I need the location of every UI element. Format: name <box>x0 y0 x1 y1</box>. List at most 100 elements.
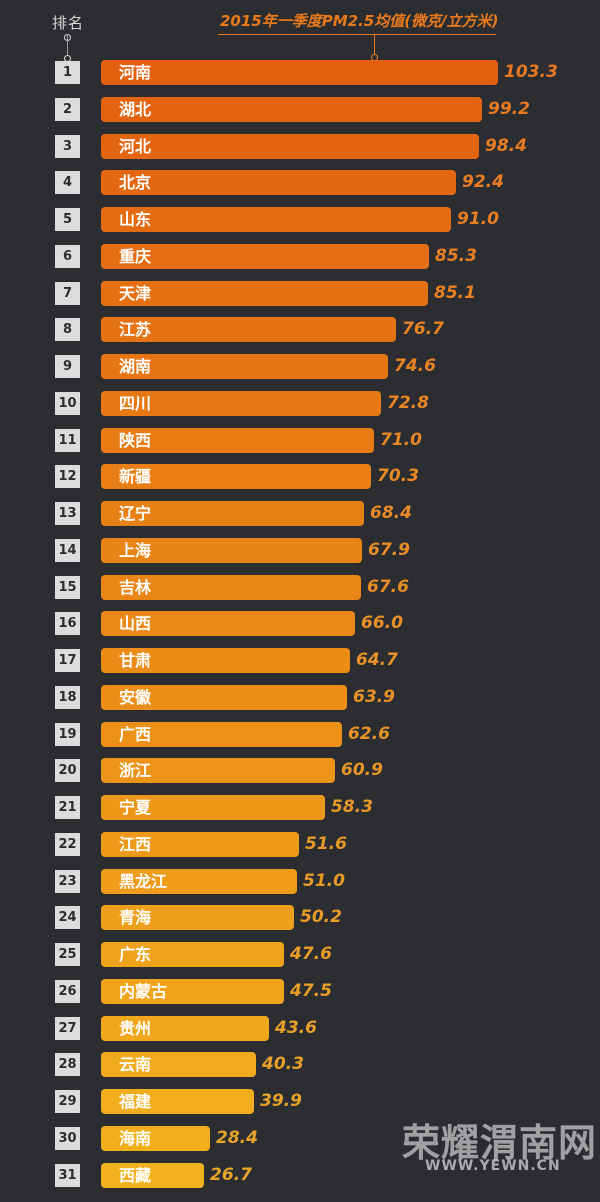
province-label: 宁夏 <box>119 798 152 817</box>
bar <box>101 869 297 894</box>
province-label: 广东 <box>119 945 152 964</box>
rank-number: 28 <box>55 1053 80 1076</box>
rank-number: 1 <box>55 61 80 84</box>
province-label: 青海 <box>119 908 152 927</box>
bar <box>101 611 355 636</box>
bar <box>101 207 451 232</box>
value-label: 66.0 <box>361 613 403 633</box>
value-label: 98.4 <box>485 136 527 156</box>
rank-number: 27 <box>55 1017 80 1040</box>
bar <box>101 1126 210 1151</box>
value-label: 60.9 <box>341 760 383 780</box>
rank-number: 7 <box>55 282 80 305</box>
chart-title: 2015年一季度PM2.5均值(微克/立方米) <box>220 12 499 30</box>
bar <box>101 905 294 930</box>
value-label: 47.5 <box>290 981 332 1001</box>
value-label: 47.6 <box>290 944 332 964</box>
rank-number: 15 <box>55 576 80 599</box>
rank-number: 23 <box>55 870 80 893</box>
value-label: 68.4 <box>370 503 412 523</box>
bar <box>101 1016 269 1041</box>
bar <box>101 317 396 342</box>
province-label: 内蒙古 <box>119 982 168 1001</box>
value-label: 74.6 <box>394 356 436 376</box>
province-label: 天津 <box>119 284 152 303</box>
rank-number: 13 <box>55 502 80 525</box>
bar <box>101 722 342 747</box>
value-label: 72.8 <box>387 393 429 413</box>
province-label: 北京 <box>119 173 152 192</box>
bar <box>101 538 362 563</box>
value-label: 76.7 <box>402 319 444 339</box>
rank-number: 2 <box>55 98 80 121</box>
bar <box>101 354 388 379</box>
bar <box>101 648 350 673</box>
rank-number: 10 <box>55 392 80 415</box>
province-label: 江苏 <box>119 320 152 339</box>
province-label: 山东 <box>119 210 152 229</box>
province-label: 河南 <box>119 63 152 82</box>
value-label: 62.6 <box>348 724 390 744</box>
province-label: 新疆 <box>119 467 152 486</box>
rank-number: 26 <box>55 980 80 1003</box>
province-label: 甘肃 <box>119 651 152 670</box>
bar <box>101 758 335 783</box>
rank-number: 20 <box>55 759 80 782</box>
bar <box>101 942 284 967</box>
rank-number: 29 <box>55 1090 80 1113</box>
rank-number: 9 <box>55 355 80 378</box>
province-label: 湖南 <box>119 357 152 376</box>
province-label: 贵州 <box>119 1019 152 1038</box>
bar <box>101 170 456 195</box>
watermark-url: WWW.YEWN.CN <box>425 1158 561 1174</box>
value-label: 92.4 <box>462 172 504 192</box>
province-label: 海南 <box>119 1129 152 1148</box>
rank-number: 24 <box>55 906 80 929</box>
province-label: 重庆 <box>119 247 152 266</box>
province-label: 江西 <box>119 835 152 854</box>
province-label: 陕西 <box>119 431 152 450</box>
value-label: 85.3 <box>435 246 477 266</box>
province-label: 云南 <box>119 1055 152 1074</box>
bar <box>101 244 429 269</box>
bar <box>101 464 371 489</box>
value-label: 67.6 <box>367 577 409 597</box>
watermark-logo-text: 荣耀渭南网 <box>402 1121 598 1165</box>
province-label: 河北 <box>119 137 152 156</box>
value-label: 85.1 <box>434 283 476 303</box>
rank-number: 12 <box>55 465 80 488</box>
value-label: 103.3 <box>504 62 558 82</box>
value-label: 63.9 <box>353 687 395 707</box>
value-label: 28.4 <box>216 1128 258 1148</box>
rank-number: 6 <box>55 245 80 268</box>
rank-number: 25 <box>55 943 80 966</box>
chart-title-connector <box>374 35 375 57</box>
province-label: 黑龙江 <box>119 872 168 891</box>
bar <box>101 391 381 416</box>
rank-header-connector <box>67 34 68 58</box>
province-label: 四川 <box>119 394 152 413</box>
rank-number: 4 <box>55 171 80 194</box>
rank-number: 11 <box>55 429 80 452</box>
bar <box>101 60 498 85</box>
province-label: 上海 <box>119 541 152 560</box>
rank-number: 5 <box>55 208 80 231</box>
rank-number: 8 <box>55 318 80 341</box>
value-label: 39.9 <box>260 1091 302 1111</box>
bar <box>101 1089 254 1114</box>
rank-number: 18 <box>55 686 80 709</box>
bar <box>101 97 482 122</box>
province-label: 山西 <box>119 614 152 633</box>
bar <box>101 1163 204 1188</box>
value-label: 70.3 <box>377 466 419 486</box>
bar <box>101 832 299 857</box>
value-label: 58.3 <box>331 797 373 817</box>
province-label: 吉林 <box>119 578 152 597</box>
bar <box>101 428 374 453</box>
value-label: 99.2 <box>488 99 530 119</box>
bar <box>101 134 479 159</box>
rank-number: 31 <box>55 1164 80 1187</box>
value-label: 64.7 <box>356 650 398 670</box>
rank-number: 16 <box>55 612 80 635</box>
rank-number: 30 <box>55 1127 80 1150</box>
